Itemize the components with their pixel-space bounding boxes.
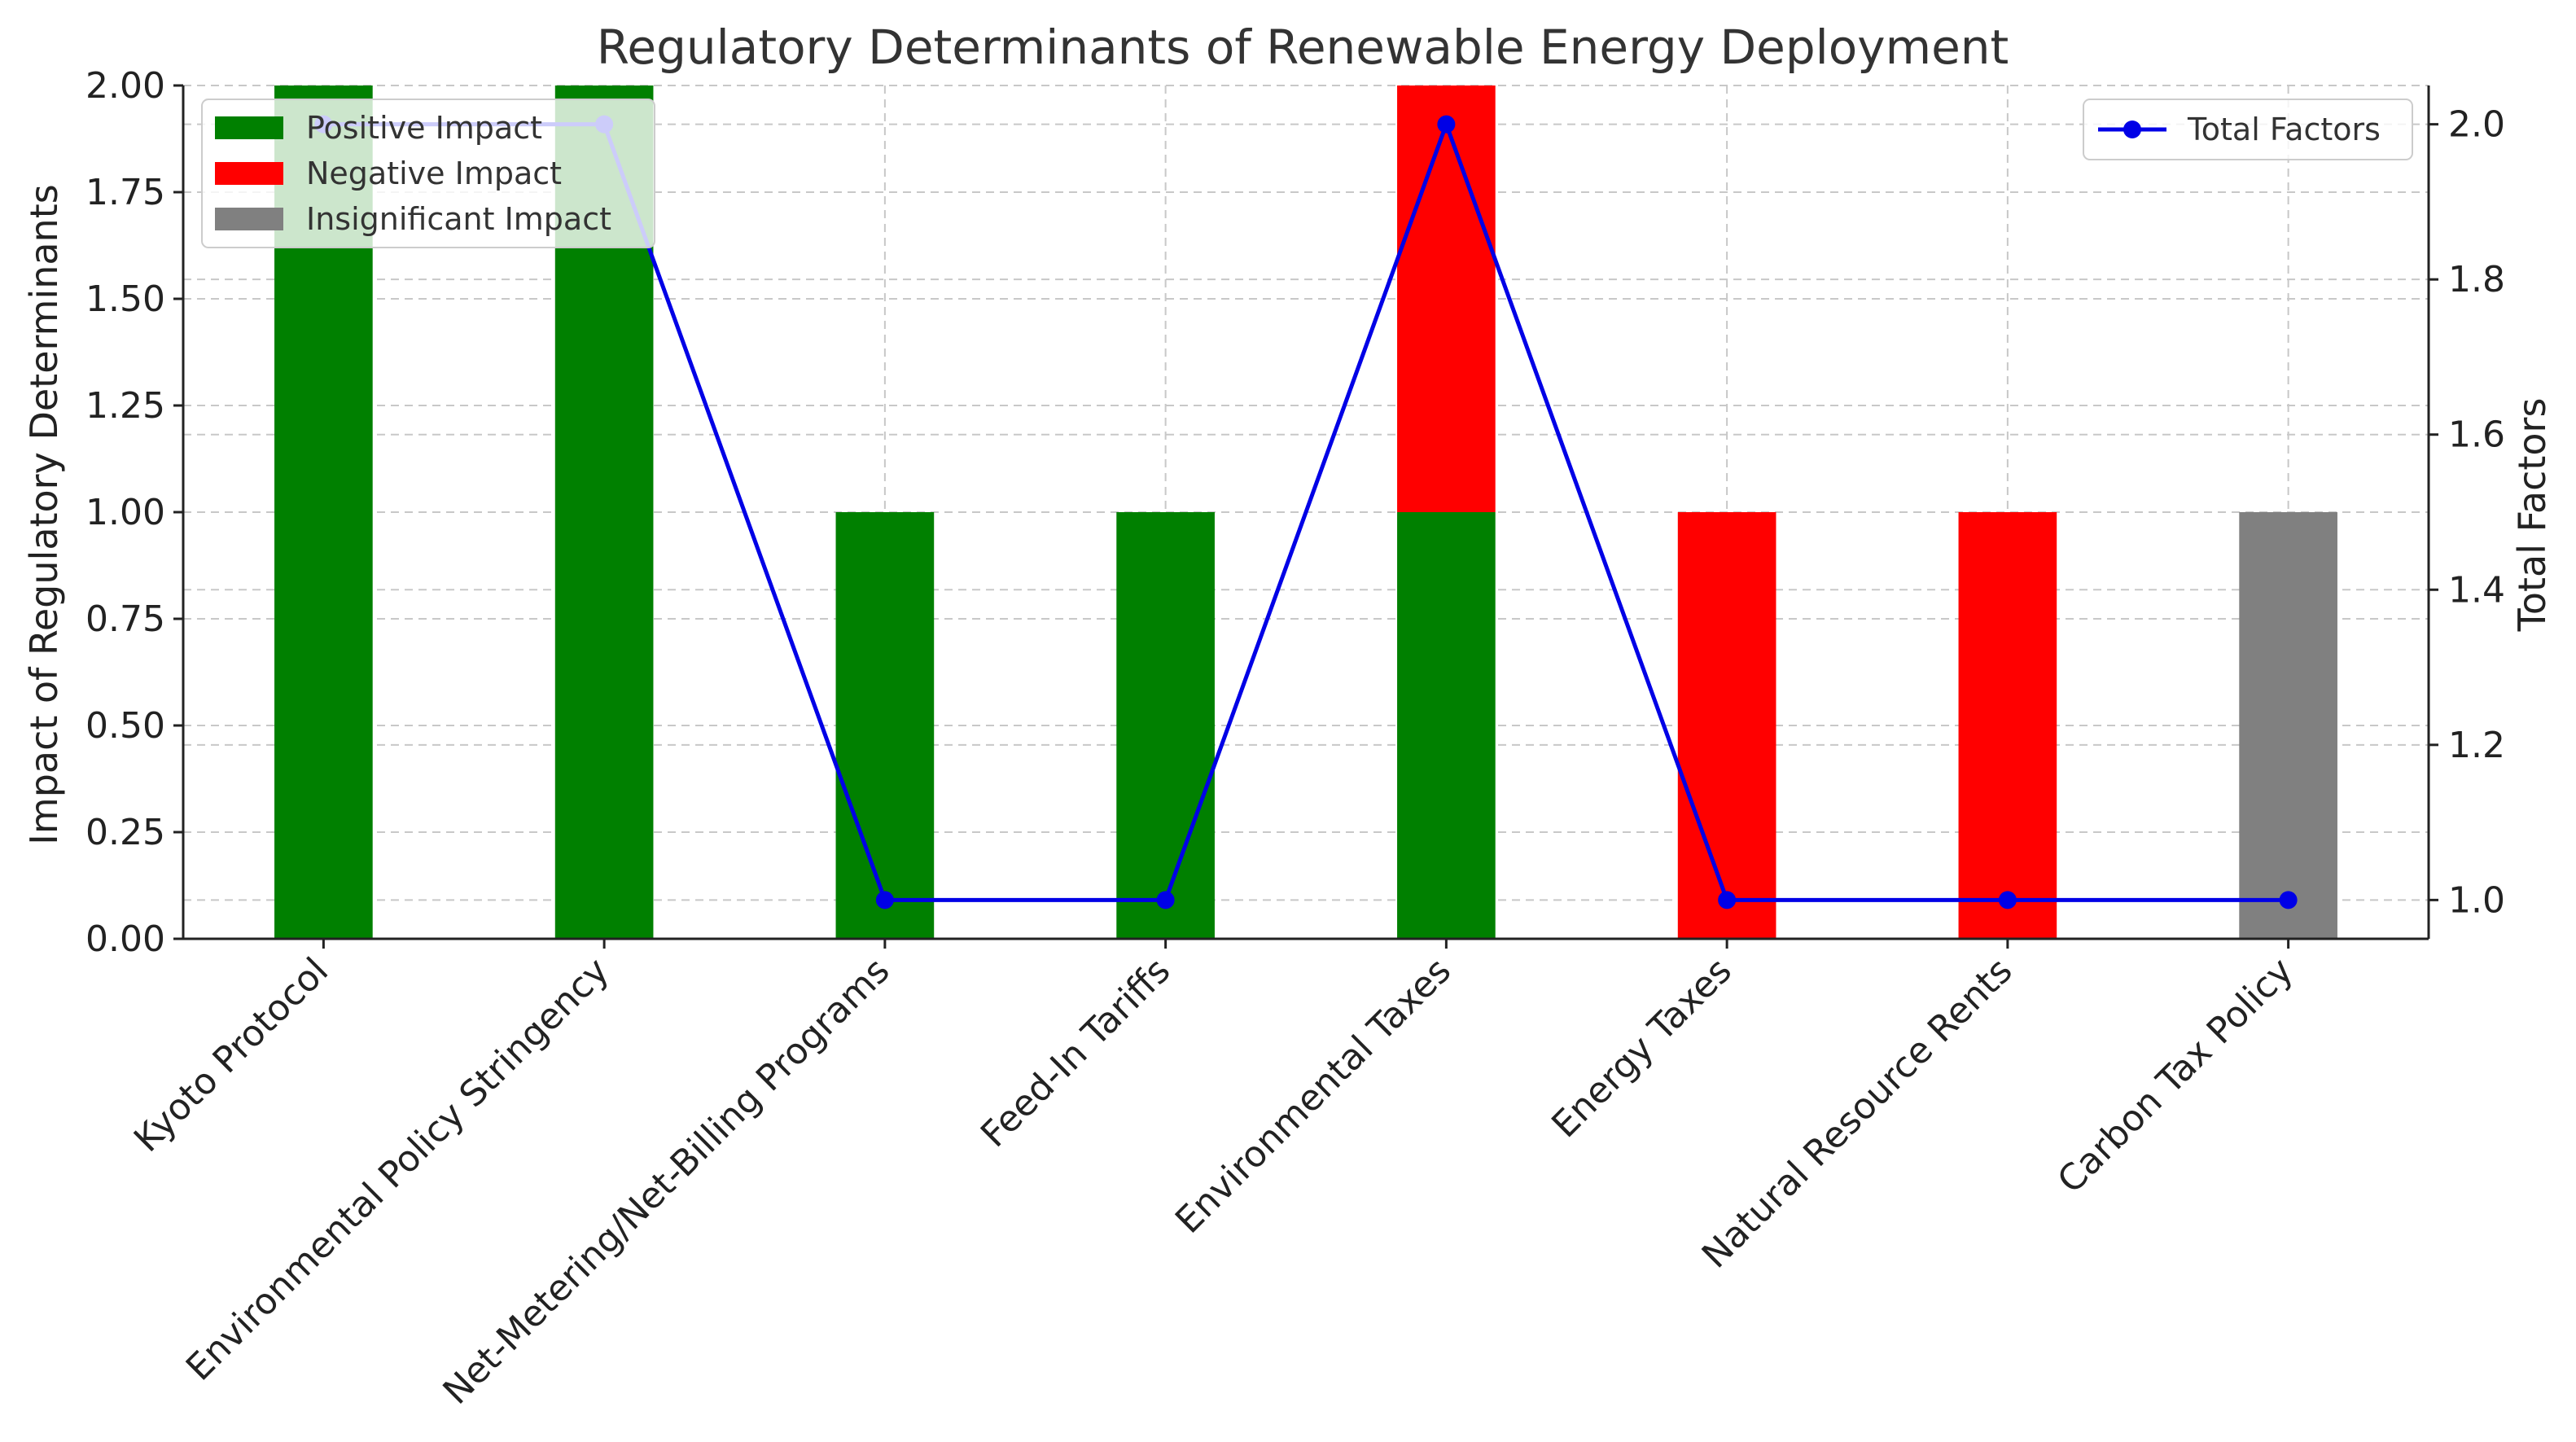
y2-tick-label: 1.6: [2448, 414, 2505, 456]
legend-swatch-negative-impact: [215, 162, 283, 185]
total-factors-point: [1718, 891, 1737, 909]
y-tick-label: 0.00: [85, 918, 165, 960]
total-factors-point: [1156, 891, 1175, 909]
legend-label-positive-impact: Positive Impact: [306, 110, 542, 146]
total-factors-point: [2279, 891, 2298, 909]
y-tick-label: 0.50: [85, 705, 165, 747]
total-factors-polyline: [323, 118, 2289, 902]
bar-positive-impact: [1397, 512, 1496, 939]
y-tick-label: 0.75: [85, 598, 165, 640]
legend-impact: Positive Impact Negative Impact Insignific…: [201, 99, 655, 248]
bar-positive-impact: [835, 512, 935, 939]
bar-negative-impact: [1958, 512, 2057, 939]
legend-marker-total-factors: [2123, 121, 2141, 138]
legend-total-factors: Total Factors: [2083, 99, 2413, 160]
y2-tick-label: 1.2: [2448, 725, 2505, 766]
total-factors-point: [1998, 891, 2017, 909]
legend-swatch-positive-impact: [215, 116, 283, 139]
legend-label-negative-impact: Negative Impact: [306, 156, 562, 191]
bar-negative-impact: [1397, 85, 1496, 512]
y-tick-label: 1.25: [85, 385, 165, 427]
y-tick-label: 2.00: [85, 65, 165, 107]
y-tick-label: 1.00: [85, 492, 165, 533]
total-factors-point: [875, 891, 894, 909]
total-factors-point: [1437, 115, 1456, 134]
y2-tick-label: 1.0: [2448, 879, 2505, 921]
y-tick-label: 1.50: [85, 278, 165, 320]
legend-label-insignificant-impact: Insignificant Impact: [306, 201, 611, 237]
legend-box: [201, 99, 655, 248]
y2-tick-label: 1.4: [2448, 569, 2505, 611]
y-tick-label: 1.75: [85, 172, 165, 213]
legend-swatch-insignificant-impact: [215, 208, 283, 230]
y2-tick-label: 2.0: [2448, 104, 2505, 146]
y2-tick-label: 1.8: [2448, 259, 2505, 300]
bar-negative-impact: [1677, 512, 1776, 939]
y-tick-label: 0.25: [85, 812, 165, 853]
bar-insignificant-impact: [2239, 512, 2337, 939]
y-axis-label: Impact of Regulatory Determinants: [22, 184, 66, 844]
bar-positive-impact: [1116, 512, 1215, 939]
legend-box-right: [2083, 99, 2413, 160]
chart-title: Regulatory Determinants of Renewable Ene…: [597, 20, 2009, 75]
y2-axis-label: Total Factors: [2510, 398, 2554, 633]
legend-label-total-factors: Total Factors: [2187, 112, 2381, 147]
